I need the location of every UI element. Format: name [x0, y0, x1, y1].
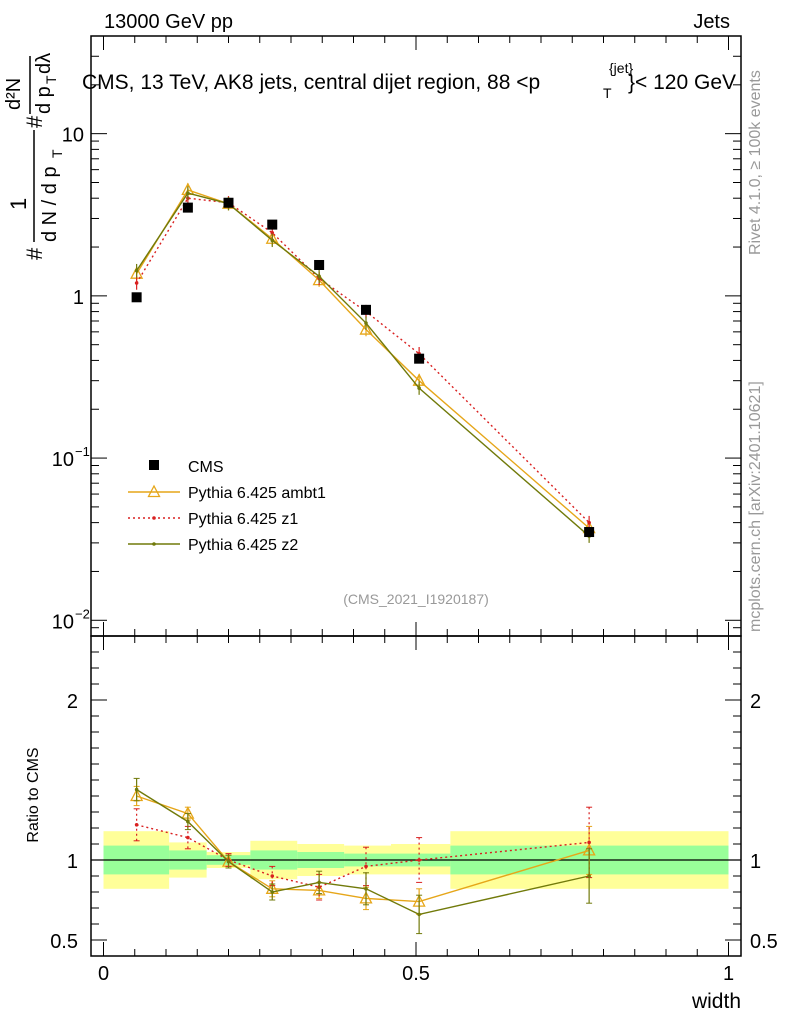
data-point-z [226, 859, 231, 864]
data-point-cms [267, 219, 278, 230]
svg-text:T: T [43, 75, 59, 84]
data-point-ambt1 [359, 322, 373, 335]
data-point-z [364, 321, 368, 325]
legend-label-0: CMS [188, 459, 224, 476]
data-point-z [417, 386, 421, 390]
y-tick-label-main: 10 [52, 611, 74, 633]
y-tick-label-ratio-right: 2 [750, 691, 761, 713]
y-tick-label-ratio: 1 [67, 851, 78, 873]
data-point-z [270, 230, 275, 235]
data-point-z [364, 864, 368, 869]
x-tick-label: 0 [98, 963, 109, 985]
data-point-z [587, 874, 591, 878]
data-point-z [317, 274, 321, 279]
data-point-z [186, 191, 190, 195]
chart-title-sup: {jet} [609, 60, 633, 76]
data-point-z [364, 887, 368, 891]
y-axis-label-main: # 1 d N / d p T # d²N d p T dλ [3, 53, 65, 260]
analysis-label: (CMS_2021_I1920187) [343, 591, 489, 607]
data-point-z [186, 819, 190, 824]
y-tick-exp-main: −2 [75, 606, 90, 621]
data-point-z [587, 520, 591, 525]
svg-text:#: # [22, 247, 47, 260]
legend: CMS Pythia 6.425 ambt1 Pythia 6.425 z1 Pyth… [128, 459, 326, 554]
ratio-plot-frame [90, 635, 742, 957]
data-point-z [134, 281, 139, 285]
x-tick-label: 0.5 [402, 963, 430, 985]
chart-title-sub: T [603, 85, 612, 101]
data-point-z [152, 516, 156, 520]
y-tick-label-ratio-right: 0.5 [750, 931, 778, 953]
data-point-z [270, 890, 275, 894]
y-axis-label-ratio: Ratio to CMS [25, 747, 42, 842]
chart-title-end: }< 120 GeV [628, 71, 736, 94]
chart-title-main: CMS, 13 TeV, AK8 jets, central dijet reg… [82, 71, 540, 94]
data-point-ambt1 [147, 484, 161, 498]
side-label-top: Rivet 4.1.0, ≥ 100k events [747, 70, 764, 255]
ratio-line-1 [136, 795, 590, 903]
header-left: 13000 GeV pp [104, 11, 233, 33]
ratio-axes: 0 0.5 1 2 2 1 1 0.5 0.5 [50, 636, 778, 985]
data-point-z [317, 880, 321, 885]
svg-text:d p: d p [33, 86, 55, 114]
data-point-cms [182, 202, 193, 213]
y-tick-label-ratio-right: 1 [750, 851, 761, 873]
data-point-z [417, 858, 421, 862]
header-right: Jets [693, 11, 730, 33]
data-point-z [134, 823, 139, 827]
y-tick-label-ratio: 0.5 [50, 931, 78, 953]
data-point-cms [584, 527, 595, 538]
data-point-cms [361, 304, 371, 315]
chart-title: CMS, 13 TeV, AK8 jets, central dijet reg… [82, 60, 736, 101]
data-point-cms [149, 460, 159, 470]
series-line-1 [136, 189, 590, 529]
y-tick-label-main: 1 [73, 287, 84, 309]
data-point-cms [314, 259, 325, 270]
data-point-z [186, 835, 190, 840]
svg-text:d²N: d²N [3, 78, 25, 110]
svg-text:1: 1 [6, 198, 31, 210]
data-point-z [134, 268, 139, 273]
y-tick-label-main: 10 [52, 449, 74, 471]
y-tick-exp-main: −1 [75, 444, 90, 459]
ratio-line-2 [136, 824, 590, 888]
data-point-cms [131, 292, 142, 303]
data-point-z [152, 542, 156, 546]
y-tick-label-main: 10 [62, 125, 84, 147]
data-point-z [417, 912, 421, 917]
x-tick-label: 1 [723, 963, 734, 985]
data-point-z [134, 787, 139, 792]
data-point-z [587, 840, 591, 845]
svg-text:dλ: dλ [33, 53, 55, 74]
side-label-bottom: mcplots.cern.ch [arXiv:2401.10621] [747, 381, 764, 632]
data-point-z [270, 238, 275, 243]
ratio-series [130, 777, 596, 935]
ratio-line-3 [136, 789, 590, 916]
series-line-3 [136, 192, 590, 537]
main-series [130, 182, 596, 543]
svg-text:d N / d p: d N / d p [39, 166, 61, 242]
series-line-2 [136, 197, 590, 524]
data-point-cms [223, 197, 234, 208]
svg-text:#: # [22, 115, 47, 128]
legend-label-3: Pythia 6.425 z2 [188, 537, 298, 554]
legend-label-2: Pythia 6.425 z1 [188, 511, 298, 528]
svg-text:T: T [49, 149, 65, 158]
legend-label-1: Pythia 6.425 ambt1 [188, 485, 326, 502]
x-axis-label: width [691, 990, 741, 1013]
y-tick-label-ratio: 2 [67, 691, 78, 713]
data-point-cms [414, 353, 425, 364]
data-point-z [270, 874, 275, 878]
